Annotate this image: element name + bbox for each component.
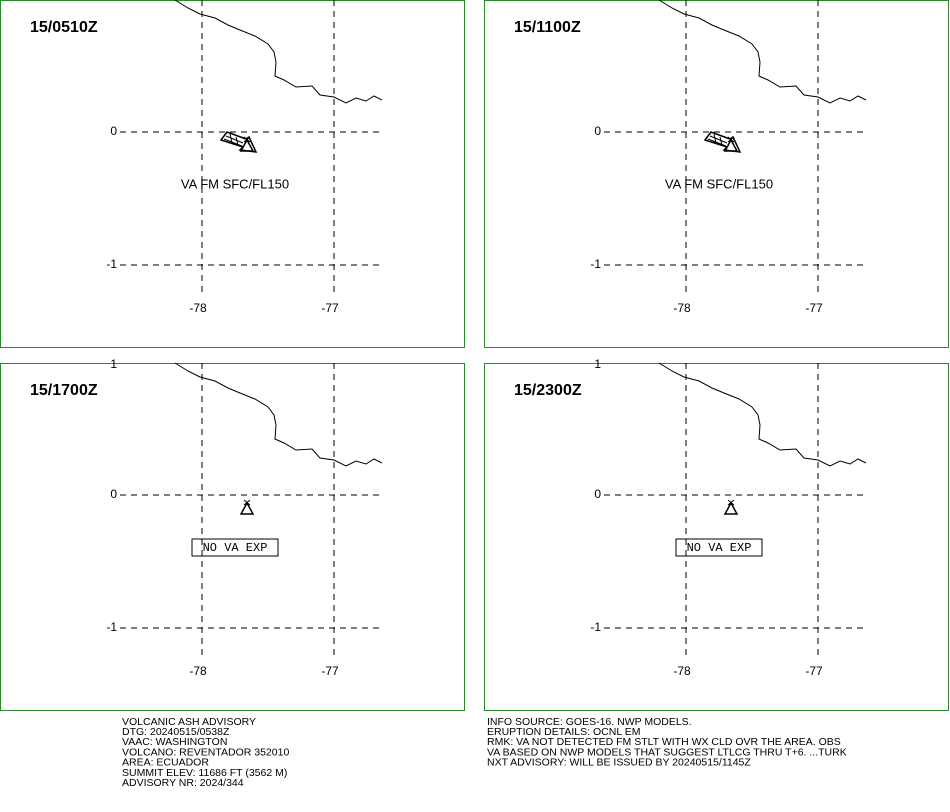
coastline [658, 0, 867, 104]
lat-label: 1 [110, 357, 117, 371]
map-panel: 0 -1 -78 -77 15/0510Z VA FM SFC/FL150 [0, 0, 465, 348]
volcano [239, 138, 255, 152]
lat-label: -1 [106, 620, 117, 634]
lat-label: 0 [110, 487, 117, 501]
lon-label: -78 [673, 664, 691, 678]
map-panel: 1 0 -1 -78 -77 15/2300Z NO VA EXP [484, 357, 949, 711]
volcano-mark [727, 136, 735, 143]
lon-label: -78 [673, 301, 691, 315]
lat-label: -1 [106, 257, 117, 271]
advisory-line: ERUPTION DETAILS: OCNL EM [487, 726, 640, 738]
panel-border [0, 363, 465, 711]
advisory-line: INFO SOURCE: GOES-16. NWP MODELS. [487, 716, 692, 728]
lat-label: 0 [594, 487, 601, 501]
ash-area [219, 131, 258, 153]
advisory-line: AREA: ECUADOR [122, 757, 209, 769]
volcano [239, 501, 255, 515]
panel-border [0, 0, 465, 348]
valid-time: 15/1700Z [30, 382, 98, 399]
lon-label: -78 [189, 301, 207, 315]
ash-label: VA FM SFC/FL150 [181, 176, 289, 191]
label-box [675, 538, 763, 557]
lat-label: -1 [590, 620, 601, 634]
advisory-line: VAAC: WASHINGTON [122, 736, 227, 748]
volcano [723, 138, 739, 152]
label-box [191, 538, 279, 557]
valid-time: 15/0510Z [30, 19, 98, 36]
ash-area [703, 131, 742, 153]
advisory-line: VOLCANO: REVENTADOR 352010 [122, 746, 289, 758]
no-ash-label: NO VA EXP [687, 541, 752, 555]
ash-hatch [707, 133, 728, 147]
advisory-line: SUMMIT ELEV: 11686 FT (3562 M) [122, 767, 287, 779]
coastline [174, 362, 383, 467]
lon-label: -77 [321, 301, 339, 315]
ash-hatch [223, 133, 244, 147]
map-panel: 0 -1 -78 -77 15/1100Z VA FM SFC/FL150 [484, 0, 949, 348]
panel-border [484, 0, 949, 348]
advisory-line: VOLCANIC ASH ADVISORY [122, 716, 256, 728]
lon-label: -77 [805, 664, 823, 678]
lat-label: -1 [590, 257, 601, 271]
lon-label: -78 [189, 664, 207, 678]
volcano-mark [727, 499, 735, 506]
lon-label: -77 [805, 301, 823, 315]
ash-label: VA FM SFC/FL150 [665, 176, 773, 191]
map-panel: 1 0 -1 -78 -77 15/1700Z NO VA EXP [0, 357, 465, 711]
coastline [174, 0, 383, 104]
valid-time: 15/2300Z [514, 382, 582, 399]
lat-label: 0 [594, 124, 601, 138]
advisory-line: ADVISORY NR: 2024/344 [122, 777, 244, 789]
advisory-line: RMK: VA NOT DETECTED FM STLT WITH WX CLD… [487, 736, 841, 748]
volcano-mark [243, 499, 251, 506]
advisory-line: DTG: 20240515/0538Z [122, 726, 230, 738]
advisory-line: VA BASED ON NWP MODELS THAT SUGGEST LTLC… [487, 746, 847, 758]
advisory-line: NXT ADVISORY: WILL BE ISSUED BY 20240515… [487, 757, 751, 769]
volcano [723, 501, 739, 515]
lat-label: 1 [594, 357, 601, 371]
no-ash-label: NO VA EXP [203, 541, 268, 555]
panel-border [484, 363, 949, 711]
lat-label: 0 [110, 124, 117, 138]
volcano-mark [243, 136, 251, 143]
valid-time: 15/1100Z [514, 19, 581, 36]
lon-label: -77 [321, 664, 339, 678]
coastline [658, 362, 867, 467]
